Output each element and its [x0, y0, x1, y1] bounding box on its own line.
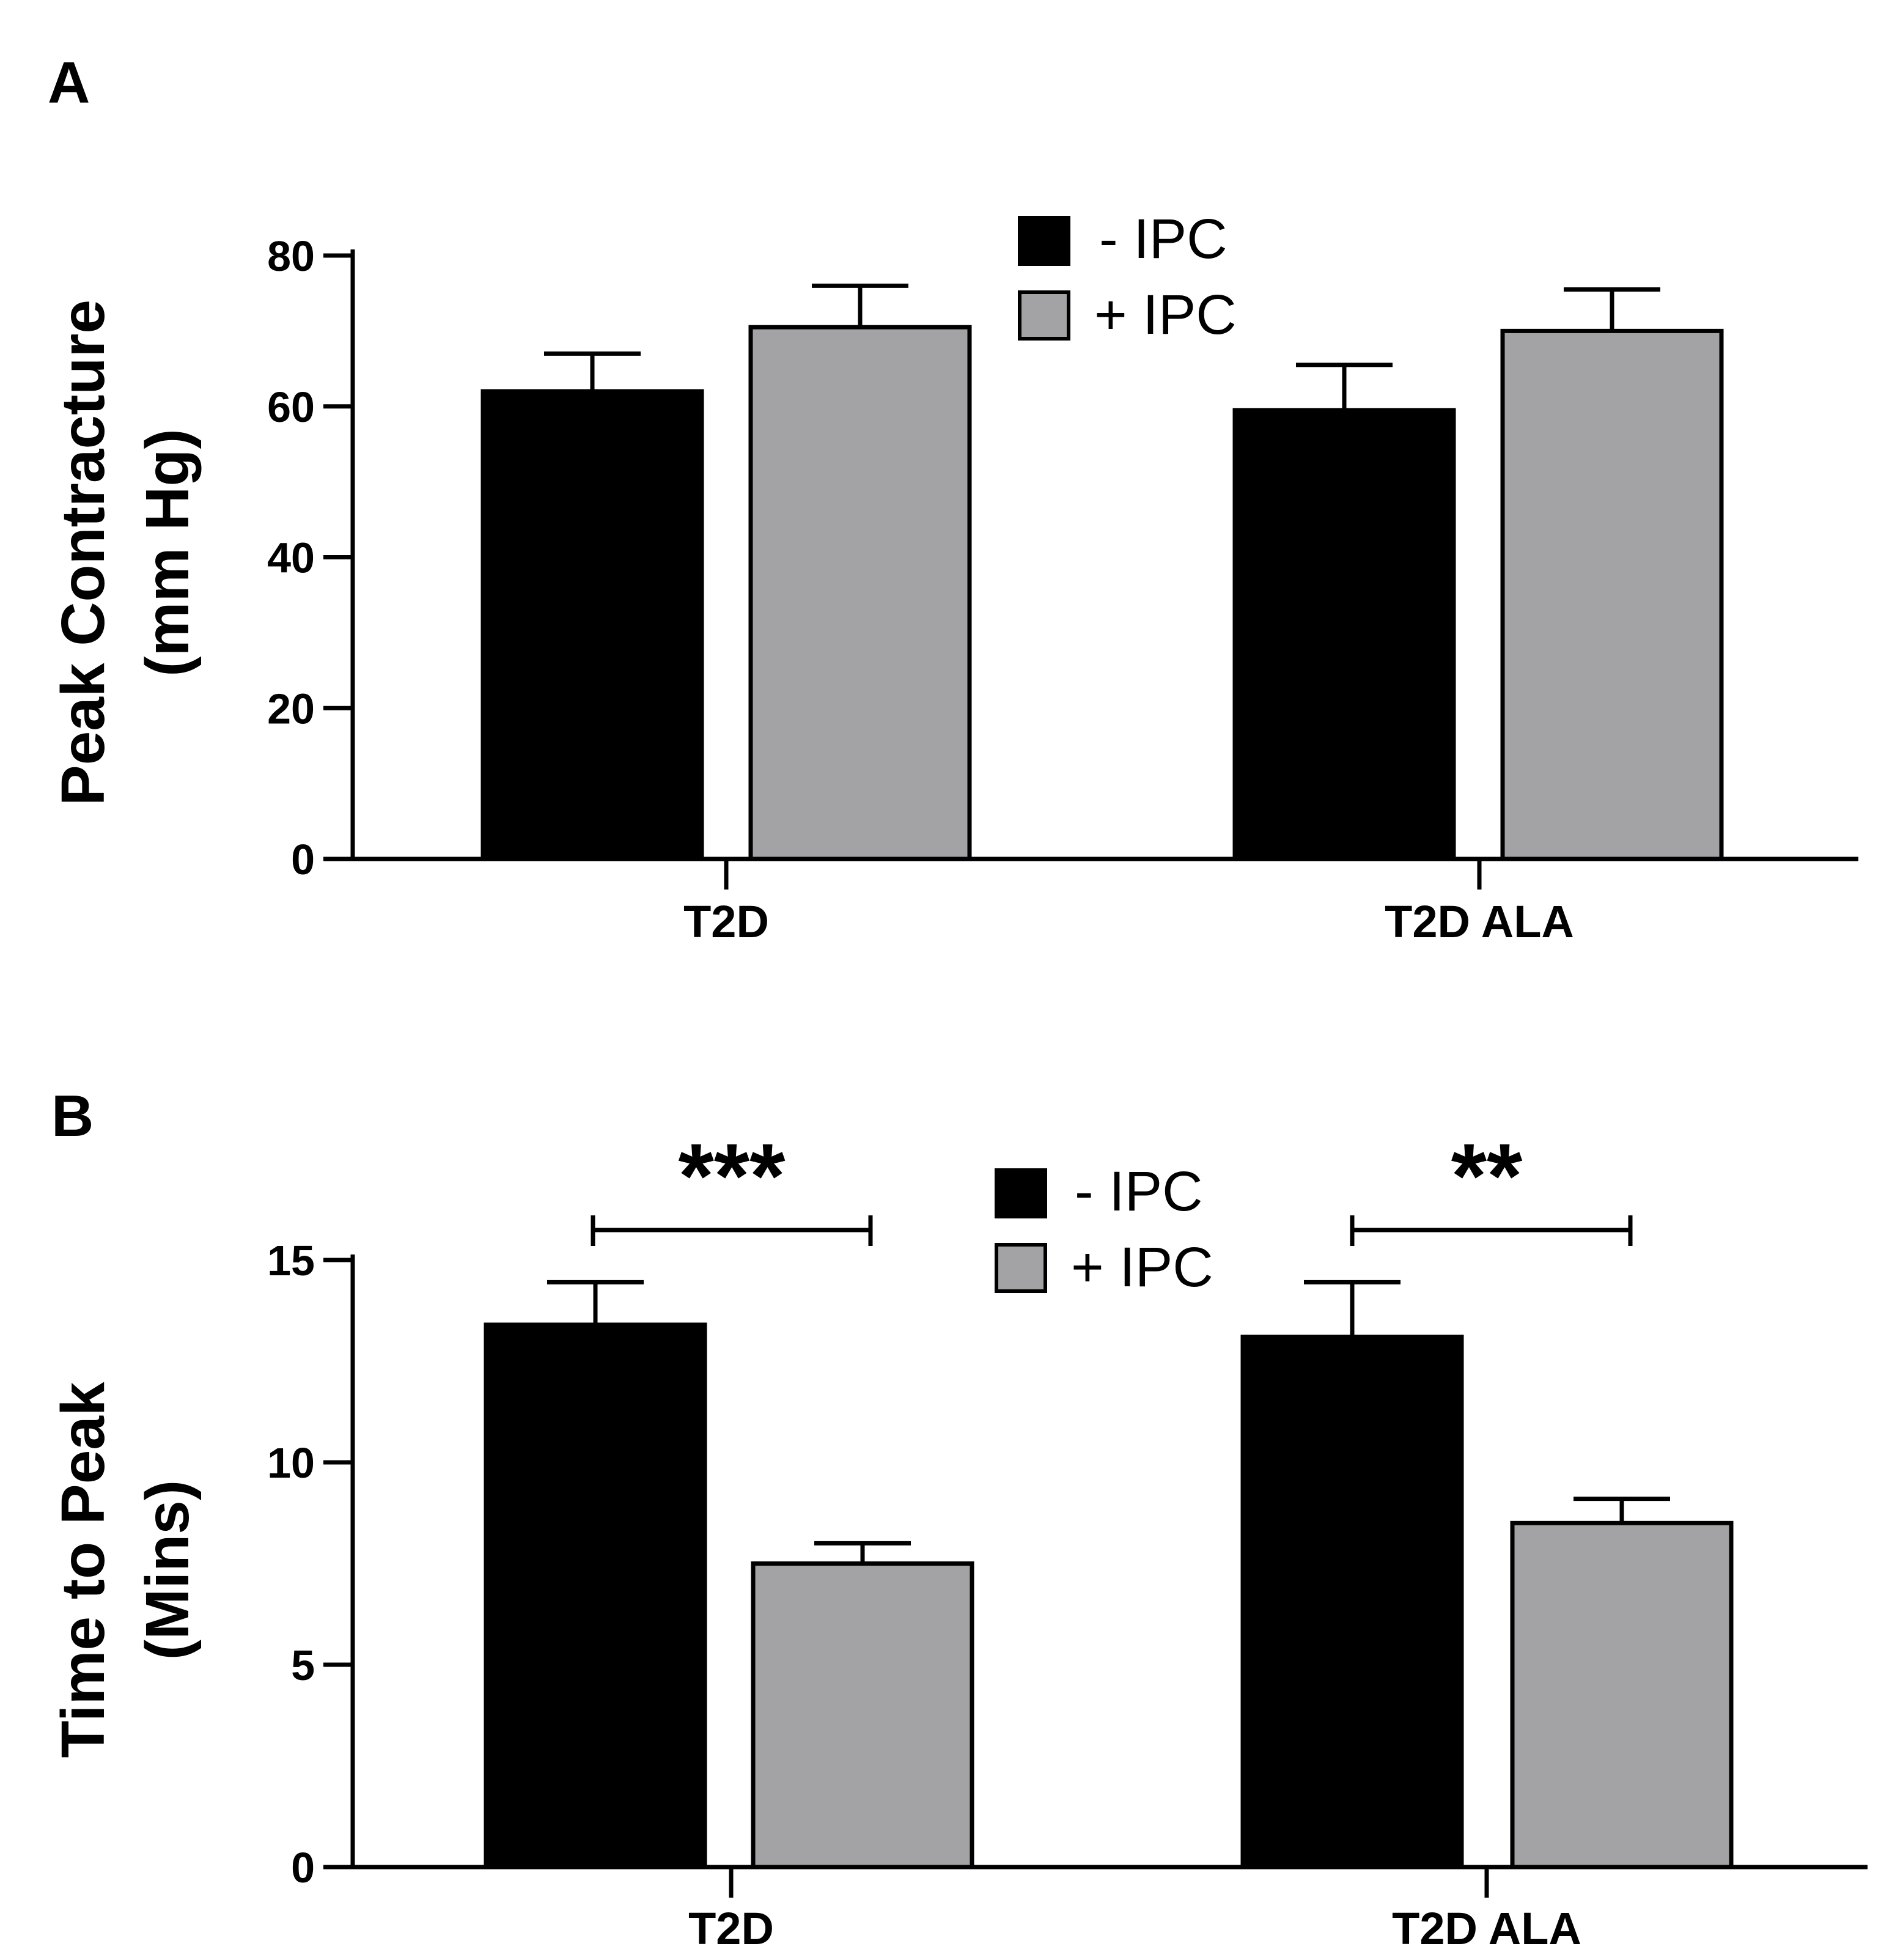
y-tick-label: 15	[267, 1237, 315, 1284]
y-tick-label: 0	[291, 1844, 315, 1892]
y-ticks: 0 20 40 60 80	[267, 232, 353, 883]
y-axis-label-line1: Time to Peak	[49, 1382, 117, 1758]
legend: - IPC + IPC	[995, 1160, 1213, 1299]
y-tick-label: 60	[267, 383, 315, 431]
bars	[484, 1280, 1734, 1870]
y-tick-label: 0	[291, 836, 315, 883]
bar-minus-ipc	[1232, 408, 1456, 861]
panel-b-chart: B Time to Peak (Mins) 0 5 10 15 T2D T2D ALA…	[49, 1083, 1868, 1954]
bar-plus-ipc	[1510, 1520, 1734, 1870]
bar-minus-ipc	[1240, 1335, 1464, 1870]
legend-swatch	[1018, 216, 1070, 266]
bar-minus-ipc	[480, 389, 704, 861]
bar-plus-ipc	[748, 325, 972, 861]
y-tick-label: 40	[267, 534, 315, 582]
x-category-label: T2D	[688, 1903, 774, 1954]
y-axis-label-line1: Peak Contracture	[49, 300, 117, 806]
legend-swatch	[995, 1243, 1047, 1293]
significance-stars: **	[1451, 1124, 1523, 1227]
y-tick-label: 80	[267, 232, 315, 280]
bar-plus-ipc	[751, 1561, 974, 1870]
bars	[480, 283, 1724, 861]
significance-bracket	[591, 1215, 873, 1246]
y-axis-label-line2: (mm Hg)	[133, 429, 202, 677]
legend-label: - IPC	[1075, 1160, 1203, 1223]
y-tick-label: 20	[267, 685, 315, 732]
significance-bracket	[1350, 1215, 1633, 1246]
significance-stars: ***	[678, 1124, 786, 1227]
legend-label: + IPC	[1071, 1236, 1213, 1299]
bar-plus-ipc	[1500, 328, 1724, 861]
x-category-label: T2D ALA	[1392, 1903, 1581, 1954]
legend-label: - IPC	[1099, 208, 1228, 270]
legend-label: + IPC	[1094, 284, 1237, 346]
x-category-label: T2D ALA	[1385, 896, 1574, 947]
y-tick-label: 5	[291, 1641, 315, 1689]
legend-swatch	[995, 1168, 1047, 1218]
legend-swatch	[1018, 290, 1070, 341]
panel-a-chart: A Peak Contracture (mm Hg) 0 20 40 60 80 T2D…	[48, 50, 1858, 947]
y-axis-label-line2: (Mins)	[133, 1480, 202, 1660]
significance-annotation: *** **	[591, 1124, 1633, 1246]
panel-letter: A	[48, 50, 90, 116]
x-category-label: T2D	[683, 896, 769, 947]
y-ticks: 0 5 10 15	[267, 1237, 353, 1892]
panel-letter: B	[51, 1083, 94, 1149]
y-tick-label: 10	[267, 1439, 315, 1487]
bar-minus-ipc	[484, 1322, 707, 1870]
legend: - IPC + IPC	[1018, 208, 1237, 346]
